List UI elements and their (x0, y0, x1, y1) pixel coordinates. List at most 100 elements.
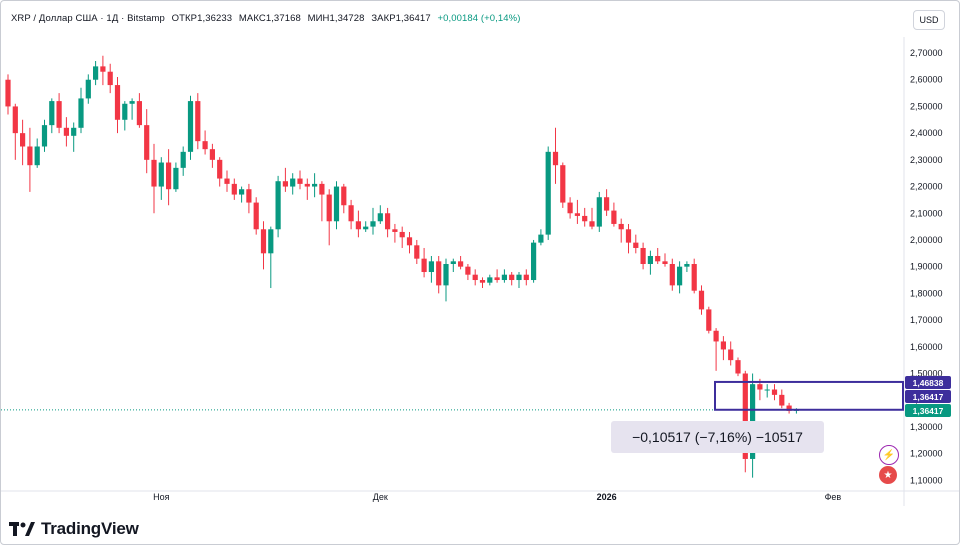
candle-body (195, 101, 201, 142)
y-tick-label: 1,30000 (910, 422, 943, 432)
y-tick-label: 2,30000 (910, 155, 943, 165)
change-value: +0,00184 (+0,14%) (437, 13, 521, 24)
candle-body (151, 159, 157, 187)
candle-body (41, 125, 48, 147)
candle-body (27, 146, 33, 166)
candle-body (494, 277, 500, 281)
candle-body (377, 213, 383, 222)
candle-body (12, 106, 18, 134)
currency-button[interactable]: USD (913, 10, 945, 30)
candle-body (655, 255, 661, 262)
candle-body (290, 178, 296, 187)
candle-body (728, 349, 734, 361)
candle-body (100, 66, 106, 72)
candle-body (757, 384, 763, 390)
candle-body (5, 79, 11, 107)
candle-body (319, 183, 325, 195)
candle-body (436, 261, 442, 286)
candle-body (129, 101, 135, 104)
candle-body (421, 258, 427, 273)
candle-body (63, 127, 69, 136)
candle-body (355, 221, 361, 230)
candle-body (662, 261, 668, 264)
candle-body (187, 101, 194, 152)
candle-body (136, 101, 142, 126)
candle-body (231, 183, 237, 195)
candle-body (399, 231, 405, 238)
candle-body (341, 186, 347, 206)
candle-body (122, 103, 128, 120)
candle-body (589, 221, 595, 227)
candle-body (487, 277, 493, 283)
candle-body (560, 165, 566, 203)
y-tick-label: 1,70000 (910, 315, 943, 325)
candle-body (304, 183, 310, 187)
candle-body (582, 215, 588, 222)
candle-body (158, 162, 164, 187)
candle-body (764, 389, 770, 391)
candle-body (166, 162, 172, 190)
candle-body (640, 247, 646, 264)
price-tag-top: 1,46838 (905, 376, 951, 389)
y-tick-label: 1,20000 (910, 449, 943, 459)
candle-body (85, 79, 91, 99)
tradingview-logo[interactable]: TradingView (9, 519, 139, 539)
candle-body (647, 255, 653, 264)
candle-body (596, 197, 602, 227)
candle-body (114, 85, 121, 120)
candle-body (677, 266, 683, 286)
candle-body (385, 213, 391, 230)
candle-body (604, 197, 610, 211)
price-tag-last: 1,36417 (905, 404, 951, 417)
candle-body (786, 405, 792, 411)
candle-body (428, 261, 434, 273)
close-value: ЗАКР1,36417 (371, 13, 431, 24)
candle-body (370, 221, 376, 227)
candle-body (49, 101, 55, 126)
y-tick-label: 2,70000 (910, 48, 943, 58)
price-tag-mid: 1,36417 (905, 390, 951, 403)
candle-body (144, 125, 150, 160)
lightning-icon[interactable]: ⚡ (879, 445, 899, 465)
candle-body (625, 229, 632, 243)
y-tick-label: 2,00000 (910, 235, 943, 245)
candle-body (282, 181, 288, 187)
us-flag-icon[interactable]: ★ (879, 466, 897, 484)
candle-body (479, 280, 486, 283)
candle-body (691, 264, 697, 291)
candle-body (78, 98, 84, 128)
candle-body (742, 373, 748, 459)
candle-body (107, 71, 113, 86)
candle-body (275, 181, 281, 230)
candle-body (246, 189, 252, 203)
candle-body (312, 183, 318, 187)
candle-body (523, 274, 529, 281)
candle-body (260, 229, 267, 254)
x-tick-label: 2026 (597, 492, 617, 502)
candle-body (217, 159, 223, 179)
x-tick-label: Фев (825, 492, 842, 502)
low-value: МИН1,34728 (307, 13, 365, 24)
candle-body (180, 151, 186, 168)
measure-readout: −0,10517 (−7,16%) −10517 (611, 421, 824, 453)
candle-body (450, 261, 456, 264)
candle-body (56, 101, 62, 128)
symbol-title[interactable]: XRP / Доллар США · 1Д · Bitstamp (11, 13, 165, 24)
candle-body (392, 229, 398, 232)
candle-body (268, 229, 274, 254)
candle-body (173, 167, 179, 190)
candle-body (684, 264, 690, 267)
candle-body (552, 151, 559, 166)
candle-body (698, 290, 705, 310)
candle-body (531, 242, 537, 281)
candle-body (633, 242, 639, 248)
candle-body (443, 264, 449, 286)
tradingview-logo-icon (9, 522, 35, 536)
candle-body (406, 237, 413, 246)
candle-body (465, 266, 471, 275)
candle-body (93, 66, 99, 80)
candle-body (771, 389, 778, 395)
x-tick-label: Ноя (153, 492, 170, 502)
